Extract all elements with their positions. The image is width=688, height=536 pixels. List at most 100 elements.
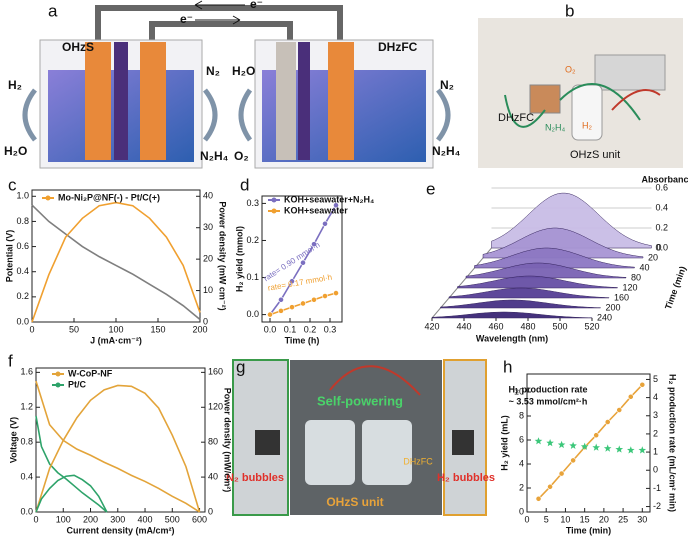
x-tick-label: 500 [552, 321, 567, 331]
legend-marker [55, 382, 61, 388]
spectrum [474, 247, 635, 269]
y-axis-label: Voltage (V) [8, 417, 18, 463]
annotation: ~ 3.53 mmol/cm²·h [509, 396, 588, 406]
y-tick-label: 1.2 [20, 402, 33, 412]
label: e⁻ [250, 0, 263, 11]
y2-axis-label: Power density (mW cm⁻²) [218, 201, 228, 310]
y-tick-label: 6 [519, 434, 524, 444]
data-point [333, 202, 339, 209]
label: O₂ [565, 64, 576, 74]
x-tick-label: 0 [33, 514, 38, 524]
label: DHzFC [498, 112, 534, 124]
plot-frame [35, 367, 206, 513]
panel-letter: d [240, 175, 249, 194]
x-tick-label: 200 [83, 514, 98, 524]
series-line [35, 474, 108, 513]
z-tick-label: 20 [648, 252, 658, 262]
plot-frame [526, 373, 651, 513]
z-tick-label: 40 [640, 262, 650, 272]
y-tick-label: 4 [519, 458, 524, 468]
axis-line [431, 247, 492, 319]
y-tick-label: 0.6 [656, 182, 669, 192]
data-point [627, 446, 635, 454]
data-point [570, 457, 577, 464]
label: N₂H₄ [545, 122, 565, 132]
y-tick-label: 8 [519, 410, 524, 420]
y-tick-label: 0.4 [20, 471, 33, 481]
legend-marker [45, 195, 51, 201]
x-tick-label: 200 [192, 324, 207, 334]
y2-tick-label: -1 [653, 483, 661, 493]
x-tick-label: 0.3 [324, 324, 337, 334]
panel-letter: c [8, 175, 17, 194]
y2-tick-label: 40 [203, 191, 213, 201]
y-tick-label: 10 [514, 386, 524, 396]
arrow [195, 15, 241, 25]
data-point [603, 444, 612, 452]
data-point [547, 483, 553, 490]
panel-a: OHzS DHzFC e⁻ e⁻ H₂ H₂O N₂ N₂H₄ H₂O O₂ N… [4, 0, 461, 169]
series-line [31, 201, 201, 323]
label: N₂ bubbles [226, 472, 284, 484]
label: OHzS unit [570, 149, 620, 161]
wire [149, 21, 293, 42]
membrane [114, 42, 128, 160]
y-axis-label: Absorbance [642, 174, 688, 184]
y-axis-label: H₂ yield (mL) [499, 415, 509, 471]
wire [504, 83, 641, 128]
y-tick-label: 0.2 [656, 222, 669, 232]
y2-axis-label: Power density (mW/cm²) [223, 388, 233, 493]
y-tick-label: 0.0 [246, 309, 259, 319]
series-line [31, 204, 201, 321]
y2-tick-label: 80 [208, 437, 218, 447]
y2-tick-label: 160 [208, 367, 223, 377]
data-point [592, 443, 600, 451]
y2-axis-label: H₂ production rate (mL/cm² min) [668, 374, 678, 512]
arrow [194, 0, 245, 10]
legend-label: W-CoP-NF [68, 368, 113, 378]
label: DHzFC [403, 456, 433, 466]
x-tick-label: 420 [424, 321, 439, 331]
label: N₂H₄ [432, 144, 461, 158]
data-point [333, 290, 339, 296]
data-point [593, 432, 600, 439]
y-tick-label: 0.4 [16, 266, 29, 276]
label: N₂ [440, 78, 454, 92]
y-tick-label: 0.1 [246, 272, 259, 282]
data-point [580, 442, 589, 450]
series-line [35, 384, 201, 513]
spectrum [440, 299, 601, 309]
x-axis-label: Time (min) [566, 525, 611, 535]
y-tick-label: 0.0 [656, 242, 669, 252]
spectrum [457, 275, 618, 289]
label: N₂H₄ [200, 149, 229, 163]
y2-tick-label: 2 [653, 428, 658, 438]
label: H₂ bubbles [437, 472, 495, 484]
data-point [557, 440, 566, 449]
x-tick-label: 10 [560, 514, 570, 524]
y-tick-label: 1.6 [20, 367, 33, 377]
x-tick-label: 480 [520, 321, 535, 331]
x-tick-label: 100 [108, 324, 123, 334]
y2-tick-label: -2 [653, 501, 661, 511]
x-axis-label: Time (h) [285, 335, 320, 345]
legend-label: KOH+seawater [284, 205, 348, 215]
x-tick-label: 0.0 [264, 324, 277, 334]
data-point [569, 441, 577, 449]
x-axis-label: Wavelength (nm) [476, 333, 548, 343]
wire [95, 5, 343, 42]
x-tick-label: 0 [29, 324, 34, 334]
data-point [546, 439, 554, 447]
spectrum [465, 262, 627, 279]
data-point [558, 470, 565, 477]
data-point [638, 446, 647, 454]
data-point [615, 445, 624, 453]
data-point [311, 296, 317, 303]
panel-letter: h [503, 357, 512, 376]
panel-letter: e [426, 179, 435, 198]
label: e⁻ [180, 12, 193, 26]
panel-g: Self-powering N₂ bubbles H₂ bubbles OHzS… [226, 359, 495, 516]
electrode [328, 42, 354, 160]
electrode [85, 42, 111, 160]
membrane [298, 42, 310, 160]
